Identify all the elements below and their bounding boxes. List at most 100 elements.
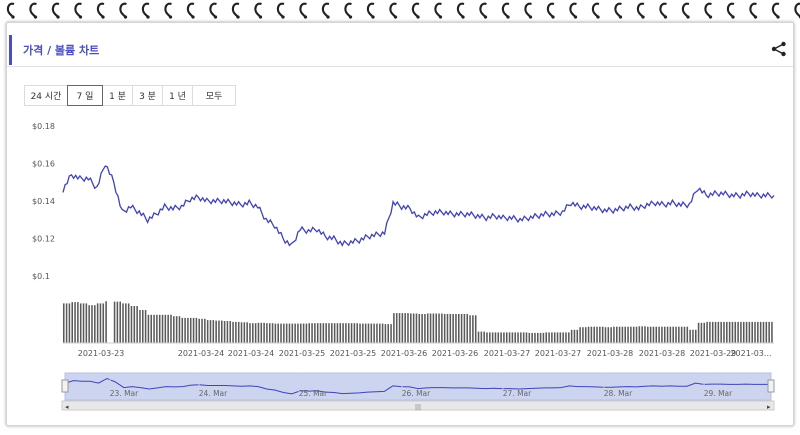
volume-bar (565, 332, 567, 343)
volume-bar (491, 332, 494, 343)
volume-bar (122, 303, 124, 343)
panel-header: 가격 / 볼륨 차트 (7, 31, 793, 65)
volume-bar (754, 321, 756, 343)
volume-bar (556, 332, 559, 343)
panel-title: 가격 / 볼륨 차트 (23, 44, 100, 57)
volume-bar (618, 326, 621, 343)
volume-bar (658, 326, 660, 343)
volume-bar (144, 310, 147, 343)
volume-bar (342, 323, 344, 343)
volume-bar (79, 303, 82, 343)
volume-bar (683, 326, 686, 343)
volume-bar (740, 321, 742, 343)
volume-bar (393, 313, 395, 343)
volume-bar (189, 317, 192, 343)
volume-bar (604, 327, 607, 343)
chart-panel: 가격 / 볼륨 차트 24 시간 7 일 1 분 3 분 1 년 모두 $0.1… (6, 22, 794, 426)
volume-bar (511, 332, 514, 343)
tab-all[interactable]: 모두 (192, 85, 236, 106)
tab-7d[interactable]: 7 일 (67, 85, 103, 106)
binder-ring (119, 2, 128, 19)
volume-bar (359, 323, 361, 343)
volume-bar (412, 313, 415, 343)
volume-bar (508, 332, 511, 343)
volume-bar (429, 313, 432, 343)
navigator-handle-right[interactable] (767, 379, 775, 393)
binder-ring (479, 2, 488, 19)
volume-bar (610, 327, 612, 343)
volume-bar (364, 323, 367, 343)
volume-bar (655, 326, 658, 343)
volume-bar (322, 323, 325, 343)
binder-ring (771, 2, 780, 19)
volume-bar (223, 321, 226, 343)
binder-ring (96, 2, 105, 19)
navigator-handle-left[interactable] (61, 379, 69, 393)
binder-ring (209, 2, 218, 19)
volume-bar (477, 331, 480, 343)
volume-bar (632, 326, 635, 343)
volume-bar (350, 323, 353, 343)
volume-bar (627, 326, 629, 343)
navigator-scrollbar[interactable] (61, 400, 775, 411)
navigator-line (64, 377, 771, 395)
volume-bar (268, 323, 271, 343)
volume-bar (226, 321, 229, 343)
y-tick-label: $0.16 (32, 160, 55, 169)
volume-bar (520, 332, 522, 343)
binder-ring (569, 2, 578, 19)
range-tabs: 24 시간 7 일 1 분 3 분 1 년 모두 (24, 85, 236, 106)
binder-ring (321, 2, 330, 19)
volume-bar (142, 310, 144, 343)
volume-bar (593, 326, 595, 343)
volume-bar (173, 316, 175, 343)
volume-bar (635, 326, 638, 343)
x-tick-label: 2021-03-23 (78, 349, 125, 358)
volume-bar (757, 321, 759, 343)
volume-bar (240, 322, 243, 343)
binder-ring (659, 2, 668, 19)
volume-bar (221, 320, 223, 343)
volume-bar (381, 323, 384, 343)
volume-bar (156, 314, 158, 343)
volume-bar (689, 329, 691, 343)
volume-bar (644, 326, 646, 343)
volume-bar (184, 317, 186, 343)
volume-bar (751, 321, 753, 343)
volume-bar (362, 323, 364, 343)
x-tick-label: 2021-03-24 (178, 349, 225, 358)
share-icon[interactable] (771, 41, 787, 57)
volume-bar (147, 314, 150, 343)
volume-bar (291, 323, 294, 343)
x-tick-label: 2021-03-26 (432, 349, 479, 358)
volume-bar (235, 321, 237, 343)
x-tick-label: 2021-03-28 (587, 349, 634, 358)
volume-bar (314, 323, 316, 343)
volume-bar (232, 321, 234, 343)
volume-bar (525, 332, 528, 343)
volume-bar (201, 318, 203, 343)
binder-ring (749, 2, 758, 19)
volume-bar (71, 302, 74, 343)
volume-bar (161, 314, 164, 343)
volume-bar (709, 321, 711, 343)
volume-bar (218, 320, 220, 343)
volume-bar (692, 329, 694, 343)
volume-bar (373, 323, 375, 343)
volume-bar (96, 303, 99, 343)
volume-bar (325, 323, 327, 343)
volume-bar (319, 323, 322, 343)
binder-ring (29, 2, 38, 19)
volume-bar (587, 326, 590, 343)
volume-bar (539, 332, 542, 343)
tab-24h[interactable]: 24 시간 (24, 85, 68, 106)
volume-bar (347, 323, 350, 343)
volume-bar (607, 327, 610, 343)
binder-ring (186, 2, 195, 19)
binder-ring (726, 2, 735, 19)
volume-bar (407, 313, 409, 343)
header-accent-bar (9, 35, 12, 65)
volume-bar (277, 323, 279, 343)
y-tick-label: $0.18 (32, 122, 55, 131)
volume-bar (483, 331, 485, 343)
